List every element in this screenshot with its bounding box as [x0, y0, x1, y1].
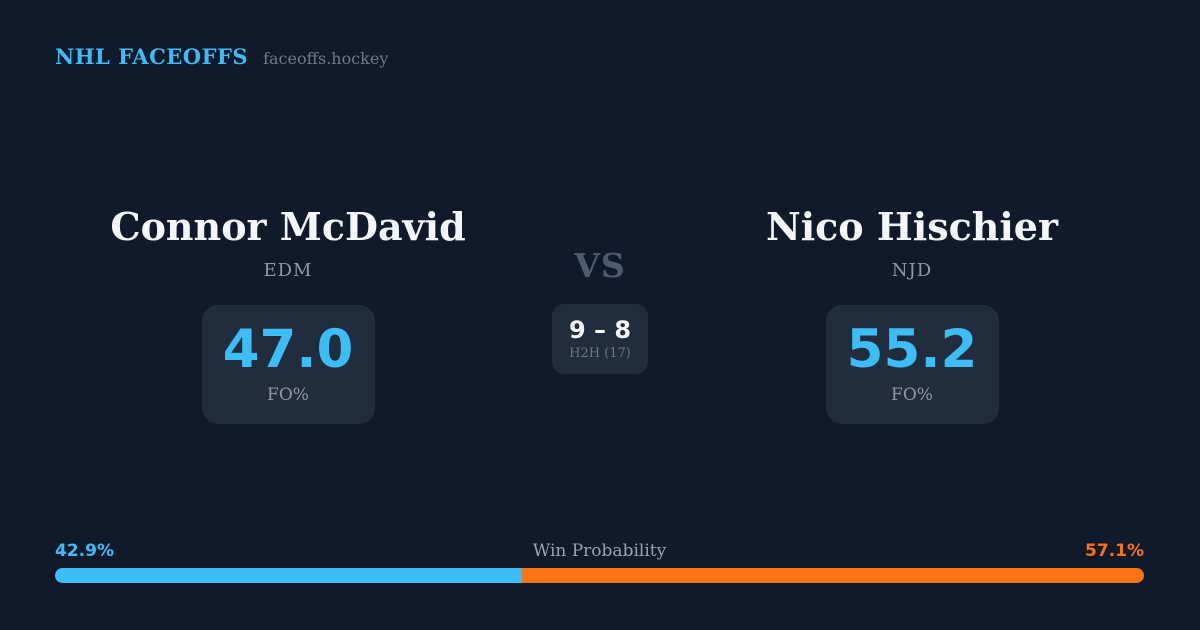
h2h-card: 9 – 8 H2H (17)	[552, 303, 648, 374]
player-left-column: Connor McDavid EDM 47.0 FO%	[110, 205, 466, 424]
brand-title: NHL FACEOFFS	[55, 44, 249, 69]
player-left-stat-value: 47.0	[222, 319, 354, 381]
player-left-team: EDM	[263, 259, 313, 281]
win-probability-labels: 42.9% Win Probability 57.1%	[55, 541, 1144, 561]
player-left-stat-label: FO%	[267, 385, 309, 406]
player-left-stat-card: 47.0 FO%	[201, 304, 375, 424]
player-right-stat-value: 55.2	[846, 319, 978, 381]
win-probability-title: Win Probability	[532, 541, 667, 561]
player-left-name: Connor McDavid	[110, 204, 466, 249]
vs-label: VS	[574, 246, 626, 285]
h2h-score: 9 – 8	[568, 315, 632, 344]
win-bar-left-segment	[55, 568, 523, 583]
player-right-column: Nico Hischier NJD 55.2 FO%	[742, 205, 1082, 424]
center-column: VS 9 – 8 H2H (17)	[530, 247, 670, 374]
player-right-team: NJD	[891, 259, 933, 281]
header: NHL FACEOFFS faceoffs.hockey	[55, 44, 388, 69]
site-url: faceoffs.hockey	[263, 49, 389, 68]
player-right-stat-label: FO%	[891, 385, 933, 406]
player-right-stat-card: 55.2 FO%	[825, 304, 999, 424]
win-bar-right-segment	[522, 568, 1144, 583]
win-probability-right-pct: 57.1%	[1085, 541, 1144, 561]
win-probability-bar	[55, 568, 1144, 583]
player-right-name: Nico Hischier	[765, 204, 1058, 249]
win-probability-left-pct: 42.9%	[55, 541, 114, 561]
h2h-label: H2H (17)	[569, 346, 631, 362]
